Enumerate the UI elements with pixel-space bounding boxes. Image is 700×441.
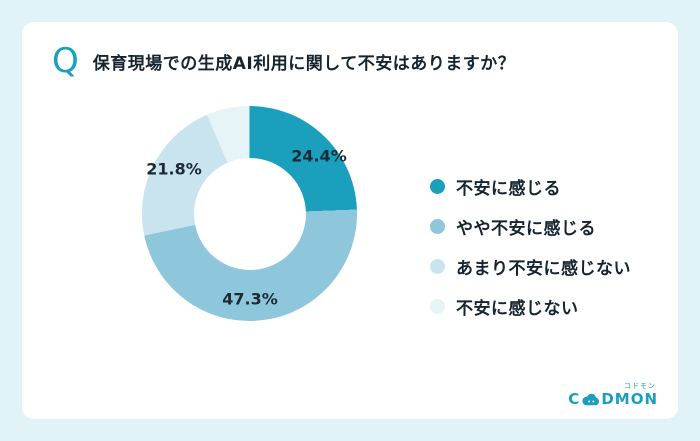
codmon-logo-c: C: [568, 390, 581, 408]
survey-card: Q 保育現場での生成AI利用に関して不安はありますか？ 24.4% 47.3% …: [22, 22, 678, 419]
legend: 不安に感じる やや不安に感じる あまり不安に感じない 不安に感じない: [430, 174, 631, 319]
cloud-icon: [582, 393, 600, 406]
segment-label-3: 21.8%: [146, 159, 202, 179]
page-title: 保育現場での生成AI利用に関して不安はありますか？: [92, 53, 516, 74]
codmon-logo: コドモン C DMON: [568, 381, 658, 407]
codmon-logo-kana: コドモン: [624, 382, 656, 390]
legend-swatch: [430, 299, 445, 314]
legend-label: あまり不安に感じない: [456, 259, 631, 279]
legend-item: 不安に感じない: [430, 294, 631, 319]
legend-label: やや不安に感じる: [456, 219, 596, 239]
donut-hole: [193, 157, 306, 270]
legend-label: 不安に感じない: [456, 299, 579, 319]
codmon-logo-rest: DMON: [601, 390, 658, 408]
legend-item: あまり不安に感じない: [430, 254, 631, 279]
legend-label: 不安に感じる: [456, 179, 561, 199]
segment-label-2: 47.3%: [222, 289, 278, 309]
donut-chart: 24.4% 47.3% 21.8%: [142, 106, 357, 321]
header: Q 保育現場での生成AI利用に関して不安はありますか？: [52, 44, 648, 78]
question-icon: Q: [52, 41, 79, 81]
legend-swatch: [430, 219, 445, 234]
segment-label-1: 24.4%: [291, 146, 347, 166]
legend-swatch: [430, 259, 445, 274]
legend-item: 不安に感じる: [430, 174, 631, 199]
codmon-logo-row: C DMON: [568, 392, 658, 407]
legend-item: やや不安に感じる: [430, 214, 631, 239]
legend-swatch: [430, 179, 445, 194]
